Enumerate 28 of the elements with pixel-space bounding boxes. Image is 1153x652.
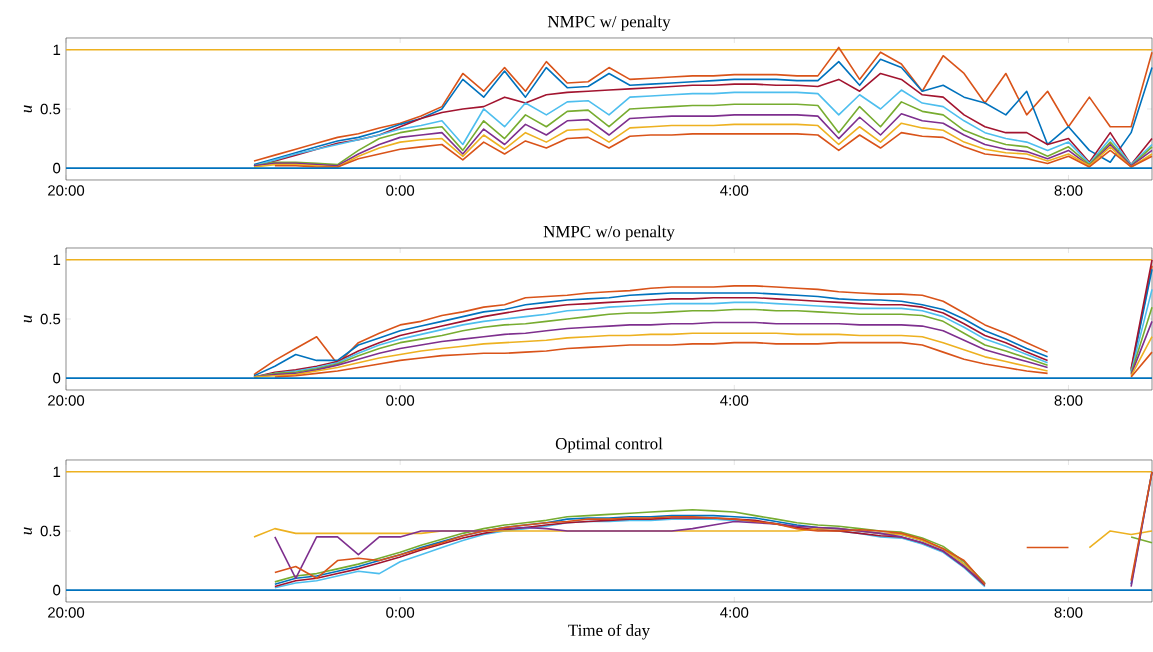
x-axis-title: Time of day [568, 623, 651, 640]
x-tick-label: 0:00 [386, 395, 415, 406]
y-tick-label: 1 [53, 466, 61, 477]
y-tick-label: 0 [53, 584, 61, 596]
y-tick-label: 0 [53, 162, 61, 174]
x-tick-label: 20:00 [48, 607, 85, 618]
y-tick-label: 0.5 [40, 313, 61, 325]
y-tick-label: 0.5 [40, 525, 61, 537]
y-axis-title: u [23, 105, 32, 113]
x-tick-label: 0:00 [386, 185, 415, 196]
chart-title: Optimal control [555, 437, 663, 453]
y-tick-label: 1 [53, 254, 61, 265]
x-tick-label: 20:00 [48, 395, 85, 406]
x-tick-label: 20:00 [48, 185, 85, 196]
y-axis-title: u [23, 527, 32, 535]
chart-title: NMPC w/o penalty [543, 225, 675, 241]
x-tick-label: 8:00 [1054, 185, 1083, 196]
x-tick-label: 8:00 [1054, 607, 1083, 618]
x-tick-label: 4:00 [720, 395, 749, 406]
x-tick-label: 8:00 [1054, 395, 1083, 406]
y-tick-label: 1 [53, 44, 61, 55]
x-tick-label: 4:00 [720, 607, 749, 618]
chart-title: NMPC w/ penalty [547, 15, 671, 31]
x-tick-label: 4:00 [720, 185, 749, 196]
y-tick-label: 0 [53, 372, 61, 384]
y-axis-title: u [23, 315, 32, 323]
y-tick-label: 0.5 [40, 103, 61, 115]
x-tick-label: 0:00 [386, 607, 415, 618]
